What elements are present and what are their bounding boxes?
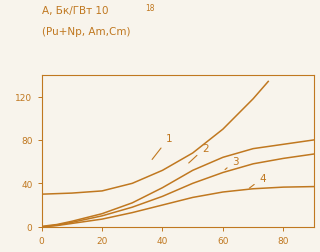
Text: 4: 4 [249, 173, 266, 188]
Text: (Pu+Np, Am,Cm): (Pu+Np, Am,Cm) [42, 26, 130, 37]
Text: 1: 1 [152, 134, 172, 160]
Text: 18: 18 [146, 4, 155, 13]
Text: 2: 2 [189, 143, 208, 163]
Text: А, Бк/ГВт 10: А, Бк/ГВт 10 [42, 6, 108, 16]
Text: 3: 3 [225, 156, 239, 170]
